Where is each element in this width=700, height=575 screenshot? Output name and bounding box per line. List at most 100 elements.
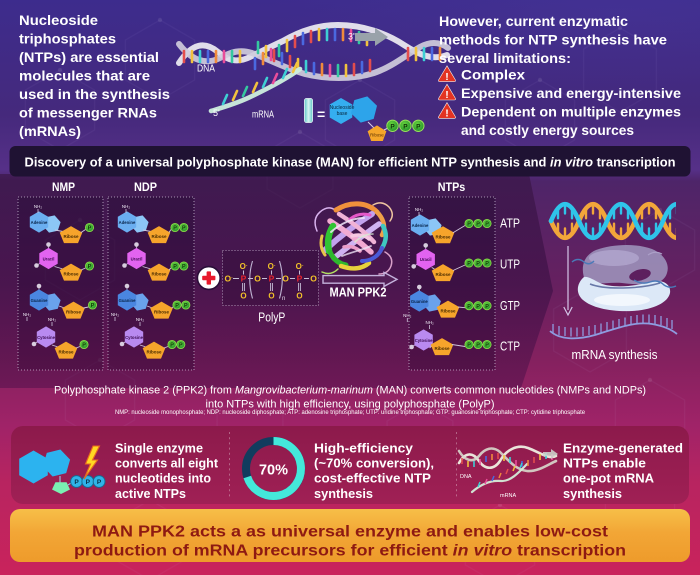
- svg-text:Adenine: Adenine: [412, 223, 429, 228]
- svg-text:nucleotides into: nucleotides into: [115, 471, 211, 486]
- svg-text:NH₂: NH₂: [415, 207, 423, 212]
- svg-text:NTPs enable: NTPs enable: [563, 456, 646, 471]
- svg-text:P: P: [467, 304, 471, 310]
- svg-text:mRNA: mRNA: [500, 493, 516, 499]
- svg-text:P: P: [173, 226, 177, 232]
- svg-text:P: P: [485, 304, 489, 310]
- svg-text:Cytosine: Cytosine: [125, 335, 143, 340]
- svg-text:Polyphosphate kinase 2 (PPK2): Polyphosphate kinase 2 (PPK2) from Mangr…: [54, 385, 646, 397]
- svg-text:Uracil: Uracil: [420, 257, 432, 262]
- svg-text:P: P: [485, 343, 489, 349]
- svg-text:GTP: GTP: [500, 299, 520, 313]
- svg-text:triphosphates: triphosphates: [19, 31, 116, 47]
- svg-text:Ribose: Ribose: [370, 133, 384, 138]
- svg-text:molecules that are: molecules that are: [19, 68, 150, 84]
- svg-text:Guanine: Guanine: [411, 299, 429, 304]
- svg-text:ATP: ATP: [500, 216, 520, 230]
- svg-text:Ribose: Ribose: [58, 350, 74, 355]
- svg-text:NH₂: NH₂: [403, 313, 411, 318]
- svg-text:O: O: [310, 274, 317, 284]
- svg-text:P: P: [175, 303, 179, 309]
- svg-text:Cytosine: Cytosine: [37, 335, 55, 340]
- svg-text:UTP: UTP: [500, 258, 520, 272]
- svg-text:used in the synthesis: used in the synthesis: [19, 86, 170, 102]
- svg-text:synthesis: synthesis: [563, 486, 622, 501]
- svg-text:70%: 70%: [259, 463, 288, 479]
- svg-text:P: P: [297, 274, 303, 284]
- svg-text:P: P: [476, 222, 480, 228]
- svg-text:(mRNAs): (mRNAs): [19, 123, 81, 139]
- svg-text:NDP: NDP: [134, 182, 157, 194]
- svg-text:P: P: [91, 303, 95, 309]
- svg-text:O: O: [282, 274, 289, 284]
- svg-text:Ribose: Ribose: [435, 272, 451, 277]
- svg-text:Ribose: Ribose: [151, 234, 167, 239]
- svg-text:P: P: [74, 479, 79, 486]
- svg-text:base: base: [337, 111, 348, 117]
- svg-text:NH₂: NH₂: [136, 317, 144, 322]
- svg-text:and costly energy sources: and costly energy sources: [461, 122, 634, 138]
- svg-text:O-: O-: [224, 274, 233, 284]
- svg-text:NMP: NMP: [52, 182, 75, 194]
- svg-text:!: !: [445, 89, 449, 101]
- svg-text:active NTPs: active NTPs: [115, 486, 186, 501]
- svg-text:P: P: [269, 274, 275, 284]
- svg-text:O-: O-: [240, 262, 248, 271]
- svg-text:NH₂: NH₂: [122, 204, 130, 209]
- svg-text:O: O: [268, 292, 274, 301]
- svg-text:Ribose: Ribose: [435, 234, 451, 239]
- svg-text:mRNA: mRNA: [252, 109, 274, 121]
- svg-text:O-: O-: [296, 262, 304, 271]
- svg-text:P: P: [182, 226, 186, 232]
- svg-text:Complex: Complex: [461, 67, 525, 83]
- svg-text:Dependent on multiple enzymes: Dependent on multiple enzymes: [461, 103, 681, 119]
- svg-text:High-efficiency: High-efficiency: [314, 441, 414, 456]
- svg-text:mRNA synthesis: mRNA synthesis: [572, 347, 658, 362]
- svg-text:Ribose: Ribose: [63, 272, 79, 277]
- svg-text:P: P: [241, 274, 247, 284]
- svg-text:(NTPs) are essential: (NTPs) are essential: [19, 49, 159, 65]
- svg-text:NMP: nucleoside monophosphate;: NMP: nucleoside monophosphate; NDP: nucl…: [115, 409, 586, 416]
- svg-text:!: !: [445, 71, 449, 83]
- svg-text:P: P: [179, 343, 183, 349]
- svg-text:MAN PPK2: MAN PPK2: [330, 286, 387, 300]
- svg-text:!: !: [445, 108, 449, 120]
- svg-text:Uracil: Uracil: [43, 256, 55, 261]
- svg-text:production of mRNA precursors: production of mRNA precursors for effici…: [74, 543, 626, 560]
- svg-text:NH₂: NH₂: [23, 312, 31, 317]
- svg-text:Single enzyme: Single enzyme: [115, 441, 203, 456]
- svg-text:DNA: DNA: [460, 474, 472, 480]
- svg-text:of messenger RNAs: of messenger RNAs: [19, 105, 157, 121]
- svg-text:P: P: [467, 222, 471, 228]
- svg-text:several limitations:: several limitations:: [439, 50, 571, 66]
- svg-text:Ribose: Ribose: [66, 310, 82, 315]
- svg-text:Expensive and energy-intensive: Expensive and energy-intensive: [461, 85, 681, 101]
- svg-text:cost-effective NTP: cost-effective NTP: [314, 471, 431, 486]
- svg-text:Nucleoside: Nucleoside: [330, 105, 355, 111]
- svg-text:P: P: [184, 303, 188, 309]
- svg-text:P: P: [485, 261, 489, 267]
- svg-text:P: P: [476, 261, 480, 267]
- svg-text:PolyP: PolyP: [258, 311, 285, 325]
- svg-text:synthesis: synthesis: [314, 486, 373, 501]
- svg-text:DNA: DNA: [197, 63, 215, 75]
- svg-text:NH₂: NH₂: [34, 204, 42, 209]
- svg-text:Ribose: Ribose: [154, 310, 170, 315]
- svg-text:P: P: [485, 222, 489, 228]
- svg-text:Ribose: Ribose: [151, 272, 167, 277]
- svg-text:Enzyme-generated: Enzyme-generated: [563, 441, 683, 456]
- svg-text:=: =: [317, 106, 325, 122]
- svg-text:P: P: [467, 343, 471, 349]
- svg-text:MAN PPK2 acts a as universal e: MAN PPK2 acts a as universal enzyme and …: [92, 524, 609, 541]
- svg-text:Nucleoside: Nucleoside: [19, 12, 98, 28]
- svg-text:Guanine: Guanine: [119, 298, 137, 303]
- svg-text:methods for NTP synthesis have: methods for NTP synthesis have: [439, 32, 667, 48]
- svg-text:P: P: [86, 479, 91, 486]
- svg-text:Adenine: Adenine: [119, 220, 136, 225]
- svg-text:NH₂: NH₂: [425, 320, 433, 325]
- svg-text:P: P: [467, 261, 471, 267]
- svg-text:P: P: [182, 264, 186, 270]
- svg-text:Uracil: Uracil: [131, 256, 143, 261]
- svg-text:P: P: [82, 343, 86, 349]
- svg-text:P: P: [170, 343, 174, 349]
